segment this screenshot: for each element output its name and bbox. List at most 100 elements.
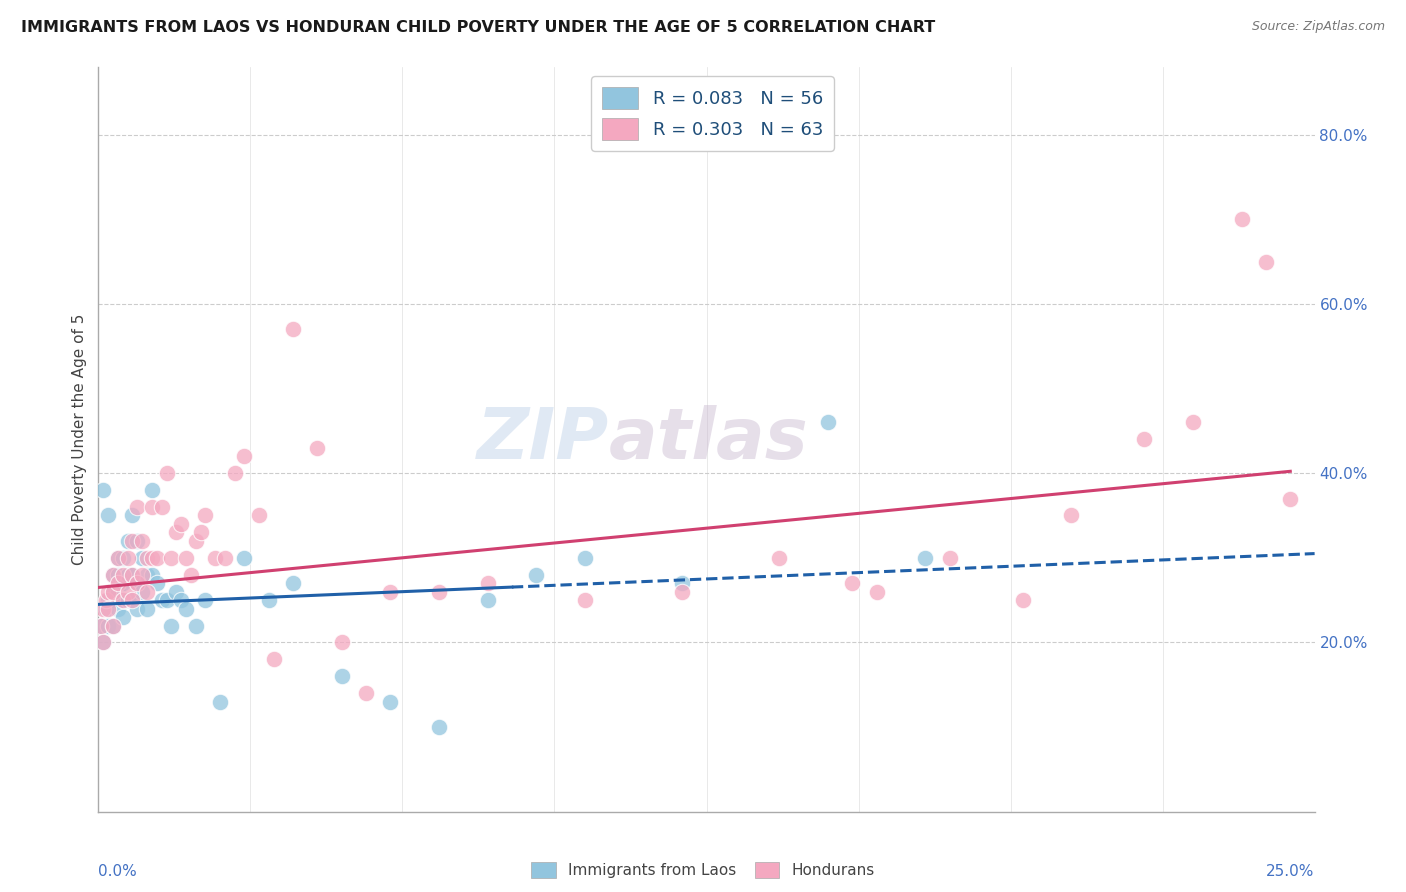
Point [101,584,124,599]
Point [101,567,124,582]
Point [184,618,207,632]
Point [170,593,193,607]
Point [524,567,547,582]
Point [155,593,177,607]
Point [101,618,124,632]
Point [97,601,120,615]
Point [127,576,149,591]
Point [121,593,143,607]
Point [107,576,129,591]
Point [97,593,120,607]
Point [131,567,153,582]
Point [330,669,353,683]
Point [90,618,112,632]
Point [190,525,212,540]
Point [224,466,246,480]
Point [111,593,134,607]
Point [204,550,226,565]
Point [111,550,134,565]
Point [91,635,114,649]
Point [174,601,197,615]
Point [214,550,236,565]
Point [101,567,124,582]
Point [136,550,159,565]
Text: 25.0%: 25.0% [1267,863,1315,879]
Point [127,533,149,548]
Point [121,567,143,582]
Point [121,593,143,607]
Point [866,584,889,599]
Point [165,584,187,599]
Point [194,593,217,607]
Point [247,508,270,523]
Point [1279,491,1302,506]
Point [146,550,169,565]
Point [121,567,143,582]
Point [1254,254,1277,268]
Point [233,449,256,463]
Point [1060,508,1083,523]
Point [180,567,202,582]
Y-axis label: Child Poverty Under the Age of 5: Child Poverty Under the Age of 5 [72,314,87,565]
Point [111,593,134,607]
Point [160,550,183,565]
Point [330,635,353,649]
Point [141,500,163,514]
Point [477,576,499,591]
Point [427,720,450,734]
Point [101,618,124,632]
Point [101,593,124,607]
Point [127,576,149,591]
Point [574,593,596,607]
Point [817,416,839,430]
Point [107,567,129,582]
Point [671,584,693,599]
Point [150,500,173,514]
Point [354,686,377,700]
Point [160,618,183,632]
Point [121,508,143,523]
Point [146,576,169,591]
Point [136,584,159,599]
Point [131,550,153,565]
Point [117,533,139,548]
Point [184,533,207,548]
Point [107,601,129,615]
Point [117,584,139,599]
Point [127,601,149,615]
Point [170,516,193,531]
Point [127,500,149,514]
Text: 0.0%: 0.0% [98,863,138,879]
Point [671,576,693,591]
Text: IMMIGRANTS FROM LAOS VS HONDURAN CHILD POVERTY UNDER THE AGE OF 5 CORRELATION CH: IMMIGRANTS FROM LAOS VS HONDURAN CHILD P… [21,20,935,35]
Point [1182,416,1205,430]
Point [136,601,159,615]
Point [165,525,187,540]
Point [111,610,134,624]
Point [1133,432,1156,446]
Point [107,550,129,565]
Point [257,593,280,607]
Point [94,601,117,615]
Point [91,635,114,649]
Text: atlas: atlas [609,405,808,474]
Point [477,593,499,607]
Point [427,584,450,599]
Point [117,550,139,565]
Point [107,550,129,565]
Point [107,584,129,599]
Point [1230,212,1253,227]
Point [97,508,120,523]
Point [380,584,402,599]
Point [91,483,114,497]
Text: ZIP: ZIP [477,405,609,474]
Text: Source: ZipAtlas.com: Source: ZipAtlas.com [1251,20,1385,33]
Point [97,618,120,632]
Point [94,593,117,607]
Point [90,618,112,632]
Point [574,550,596,565]
Point [233,550,256,565]
Legend: Immigrants from Laos, Hondurans: Immigrants from Laos, Hondurans [526,856,880,884]
Point [117,593,139,607]
Point [1011,593,1033,607]
